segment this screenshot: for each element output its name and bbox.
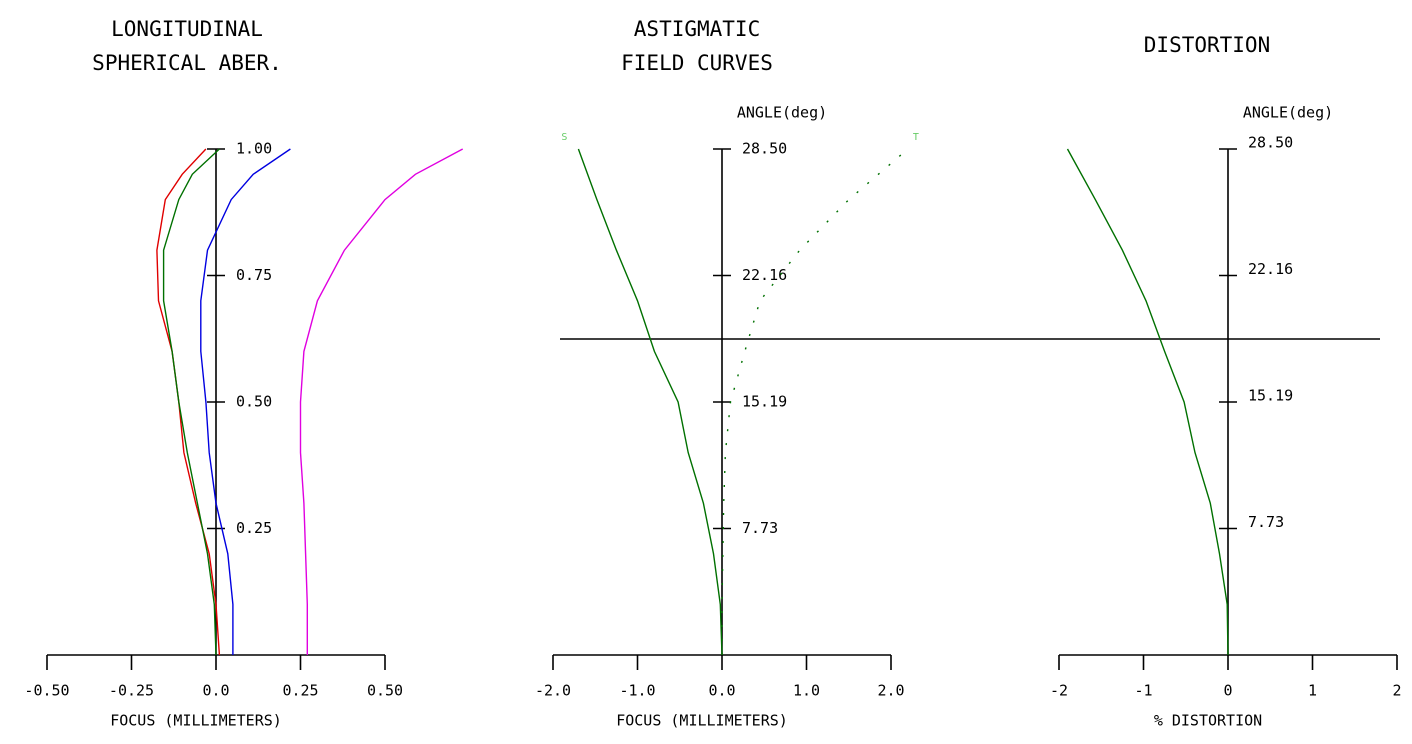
y-tick-label: 0.75: [236, 266, 272, 284]
x-tick-label: 2.0: [877, 682, 904, 700]
x-tick-label: 1.0: [793, 682, 820, 700]
x-tick-label: 2: [1392, 682, 1401, 700]
x-tick-label: 0.50: [367, 682, 403, 700]
y-tick-label: 0.50: [236, 393, 272, 411]
y-tick-label: 28.50: [742, 140, 787, 158]
curve: [162, 148, 220, 656]
x-tick-label: 1: [1308, 682, 1317, 700]
x-tick-label: 0.25: [282, 682, 318, 700]
x-tick-label: -2.0: [535, 682, 571, 700]
curve: [721, 148, 909, 655]
chart-title: SPHERICAL ABER.: [92, 51, 282, 75]
y-tick-label: 0.25: [236, 519, 272, 537]
y-axis-label: ANGLE(deg): [737, 104, 827, 122]
y-tick-label: 1.00: [236, 140, 272, 158]
x-tick-label: -0.50: [24, 682, 69, 700]
chart-title: ASTIGMATIC: [634, 17, 760, 41]
y-axis-label: ANGLE(deg): [1243, 104, 1333, 122]
y-tick-label: 7.73: [1248, 513, 1284, 531]
y-tick-label: 22.16: [1248, 260, 1293, 278]
x-tick-label: 0.0: [708, 682, 735, 700]
curve: [1066, 148, 1229, 656]
x-tick-label: -0.25: [109, 682, 154, 700]
x-tick-label: 0.0: [202, 682, 229, 700]
y-tick-label: 15.19: [1248, 387, 1293, 405]
chart-title: DISTORTION: [1144, 33, 1270, 57]
curve: [577, 148, 723, 656]
chart-title: LONGITUDINAL: [111, 17, 263, 41]
x-axis-label: FOCUS (MILLIMETERS): [110, 712, 282, 730]
x-tick-label: -1.0: [619, 682, 655, 700]
x-axis-label: % DISTORTION: [1154, 712, 1262, 730]
y-tick-label: 15.19: [742, 393, 787, 411]
curve: [200, 148, 291, 655]
chart-title: FIELD CURVES: [621, 51, 773, 75]
x-tick-label: -1: [1134, 682, 1152, 700]
x-tick-label: 0: [1223, 682, 1232, 700]
x-tick-label: -2: [1050, 682, 1068, 700]
x-axis-label: FOCUS (MILLIMETERS): [616, 712, 788, 730]
curve: [299, 148, 464, 655]
y-tick-label: 7.73: [742, 519, 778, 537]
y-tick-label: 22.16: [742, 266, 787, 284]
series-label: T: [913, 132, 919, 143]
y-tick-label: 28.50: [1248, 134, 1293, 152]
series-label: S: [561, 132, 567, 143]
